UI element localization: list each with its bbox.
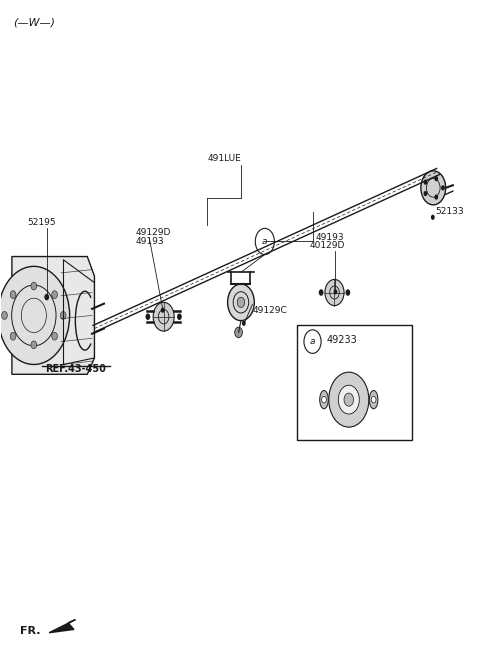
Circle shape [31, 341, 36, 349]
Text: 491LUE: 491LUE [208, 154, 241, 163]
Circle shape [325, 279, 344, 306]
Circle shape [31, 282, 36, 290]
Circle shape [242, 321, 246, 326]
Circle shape [235, 327, 242, 338]
Ellipse shape [369, 390, 378, 409]
Circle shape [434, 176, 438, 181]
Circle shape [344, 393, 354, 406]
Circle shape [329, 372, 369, 427]
Circle shape [161, 307, 165, 313]
Bar [297, 325, 412, 440]
Circle shape [421, 171, 446, 205]
Circle shape [52, 290, 58, 298]
Text: FR.: FR. [21, 625, 41, 636]
Circle shape [1, 311, 7, 319]
Circle shape [319, 289, 324, 296]
Text: 52133: 52133 [436, 207, 464, 216]
Circle shape [153, 302, 174, 331]
Circle shape [338, 385, 360, 414]
Circle shape [60, 311, 66, 319]
Text: 49129D: 49129D [136, 228, 171, 237]
Ellipse shape [320, 390, 328, 409]
Circle shape [228, 284, 254, 321]
Polygon shape [12, 256, 95, 374]
Circle shape [441, 185, 445, 191]
Circle shape [177, 313, 182, 320]
Circle shape [44, 294, 49, 300]
Text: 49129C: 49129C [253, 306, 288, 315]
Circle shape [52, 332, 58, 340]
Text: 49193: 49193 [315, 233, 344, 242]
Circle shape [237, 297, 245, 307]
Text: REF.43-450: REF.43-450 [45, 365, 106, 374]
Text: 49233: 49233 [327, 334, 358, 345]
Circle shape [431, 215, 435, 220]
Circle shape [346, 289, 350, 296]
Text: 52195: 52195 [28, 218, 56, 227]
Text: a: a [310, 337, 315, 346]
Circle shape [145, 313, 150, 320]
Circle shape [322, 396, 326, 403]
Text: a: a [262, 237, 267, 246]
Circle shape [0, 266, 70, 365]
Circle shape [334, 289, 337, 294]
Text: 49193: 49193 [136, 237, 165, 246]
Circle shape [423, 191, 427, 196]
Circle shape [10, 332, 16, 340]
Polygon shape [49, 620, 75, 633]
Text: 40129D: 40129D [309, 241, 345, 250]
Circle shape [423, 179, 427, 185]
Circle shape [371, 396, 376, 403]
Circle shape [434, 194, 438, 200]
Circle shape [10, 290, 16, 298]
Text: (—W—): (—W—) [13, 18, 55, 28]
